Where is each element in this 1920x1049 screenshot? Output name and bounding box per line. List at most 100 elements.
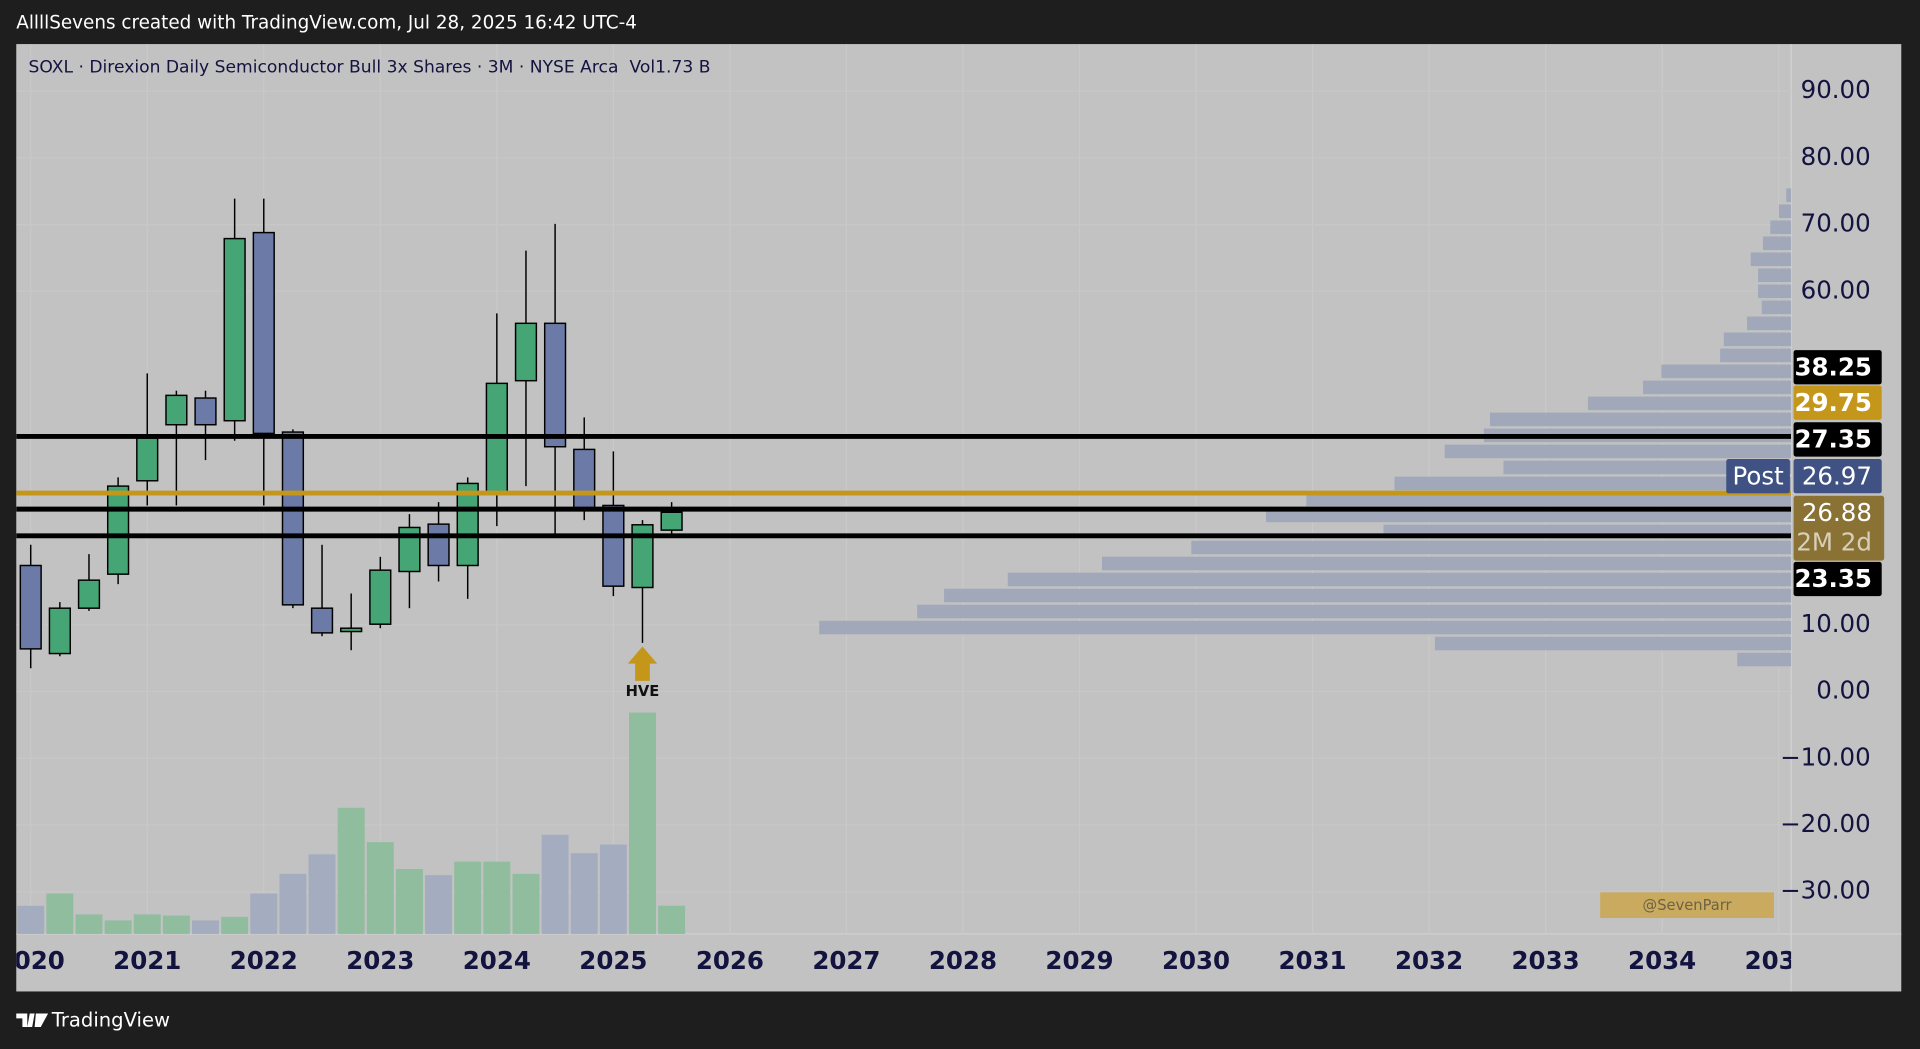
volume-bar <box>221 916 249 934</box>
volume-profile-bar <box>1266 508 1792 523</box>
volume-bar <box>250 893 278 934</box>
chart-title: SOXL · Direxion Daily Semiconductor Bull… <box>29 57 619 77</box>
y-tick-label: 0.00 <box>1816 676 1870 705</box>
x-tick-label: 2021 <box>113 946 181 975</box>
volume-bar <box>425 875 453 934</box>
price-label-box <box>1793 561 1882 597</box>
volume-profile-bar <box>1758 284 1792 299</box>
volume-profile-bar <box>1007 572 1792 587</box>
logo-icon <box>16 1013 49 1027</box>
x-tick-label: 2024 <box>463 946 531 975</box>
candle-body <box>252 231 275 435</box>
volume-profile-bar <box>1434 636 1792 651</box>
y-tick-label: −30.00 <box>1780 876 1871 905</box>
candle-body <box>427 523 450 567</box>
candle-body <box>573 448 596 511</box>
x-tick-label: 2029 <box>1045 946 1113 975</box>
volume-profile-bar <box>944 588 1792 603</box>
annotation-arrow <box>627 646 658 681</box>
volume-bar <box>570 853 598 934</box>
x-tick-label: 2034 <box>1628 946 1696 975</box>
candle-body <box>310 607 334 634</box>
price-label-box <box>1793 350 1882 385</box>
volume-bar <box>133 914 161 934</box>
volume-profile-bar <box>1101 556 1792 571</box>
volume-profile-bar <box>1778 204 1792 219</box>
candle-body <box>340 627 363 633</box>
y-tick-label: 80.00 <box>1801 142 1871 171</box>
candle-body <box>602 504 625 587</box>
x-tick-label: 2030 <box>1162 946 1230 975</box>
current-price-box <box>1793 495 1885 561</box>
y-tick-label: −20.00 <box>1780 809 1871 838</box>
volume-profile-bar <box>1762 236 1792 251</box>
x-tick-label: 2028 <box>929 946 997 975</box>
candle-body <box>19 564 42 650</box>
candle-body <box>456 482 479 567</box>
price-label-box <box>1793 385 1882 420</box>
price-label: 27.35 <box>1795 425 1872 454</box>
post-tag-box <box>1726 459 1790 494</box>
volume-profile-bar <box>1737 652 1792 667</box>
volume-bar <box>512 873 540 934</box>
volume-profile-bar <box>1490 412 1792 427</box>
y-tick-label: 90.00 <box>1801 75 1871 104</box>
watermark-box <box>1600 892 1774 919</box>
y-tick-label: 70.00 <box>1801 209 1871 238</box>
volume-bar <box>162 915 190 934</box>
volume-bar <box>541 834 569 934</box>
volume-bar <box>599 844 627 934</box>
x-tick-label: 2026 <box>696 946 764 975</box>
x-tick-label: 2027 <box>812 946 880 975</box>
y-tick-label: 60.00 <box>1801 275 1871 304</box>
x-tick-label: 2025 <box>579 946 647 975</box>
volume-profile-bar <box>1306 492 1792 507</box>
price-label-box <box>1793 422 1882 457</box>
price-label: 38.25 <box>1795 352 1872 381</box>
volume-bar <box>454 861 482 934</box>
candle-body <box>631 524 654 589</box>
volume-bar <box>308 854 336 934</box>
volume-bar <box>75 914 103 934</box>
volume-bar <box>366 842 394 934</box>
candle-body <box>398 526 421 573</box>
candle-body <box>514 322 538 382</box>
volume-profile-bar <box>1191 540 1792 555</box>
candle-body <box>165 394 188 426</box>
volume-profile-bar <box>1723 332 1792 347</box>
x-tick-label: 2020 <box>0 946 65 975</box>
candle-body <box>136 437 159 482</box>
y-tick-label: −10.00 <box>1780 742 1871 771</box>
current-price-label: 26.88 <box>1802 498 1872 527</box>
volume-bar <box>629 712 656 934</box>
x-tick-label: 2035 <box>1745 946 1813 975</box>
price-axis: 90.00 80.00 70.00 60.00 10.00 0.00 −10.00 −20.0… <box>1726 75 1885 905</box>
candle-body <box>77 579 101 609</box>
volume-profile-bar <box>1661 364 1792 379</box>
candle-body <box>106 485 130 575</box>
volume-profile-bar <box>1444 444 1792 459</box>
volume-bar <box>483 861 511 934</box>
candle-body <box>281 431 305 606</box>
candle-body <box>194 397 217 426</box>
volume-profile-bar <box>1761 300 1792 315</box>
volume-bar <box>46 893 74 934</box>
price-label-box <box>1793 459 1882 494</box>
x-tick-label: 2032 <box>1395 946 1463 975</box>
volume-profile-bar <box>1770 220 1792 235</box>
volume-profile-bar <box>1747 316 1792 331</box>
time-axis: 2020 2021 2022 2023 2024 2025 2026 2027 2028 2029… <box>0 946 1813 975</box>
plot-area: HVE <box>16 188 1792 934</box>
volume-profile-bar <box>1720 348 1792 363</box>
volume-profile-bar <box>1786 188 1792 203</box>
volume-profile-bar <box>917 604 1792 619</box>
post-price-label: 26.97 <box>1802 461 1872 490</box>
candle-body <box>543 322 567 448</box>
footer-text: TradingView <box>51 1008 170 1031</box>
volume-profile-bar <box>1758 268 1792 283</box>
header-text: AllllSevens created with TradingView.com… <box>16 12 637 33</box>
candle-body <box>223 237 246 422</box>
footer-logo <box>16 1013 49 1027</box>
